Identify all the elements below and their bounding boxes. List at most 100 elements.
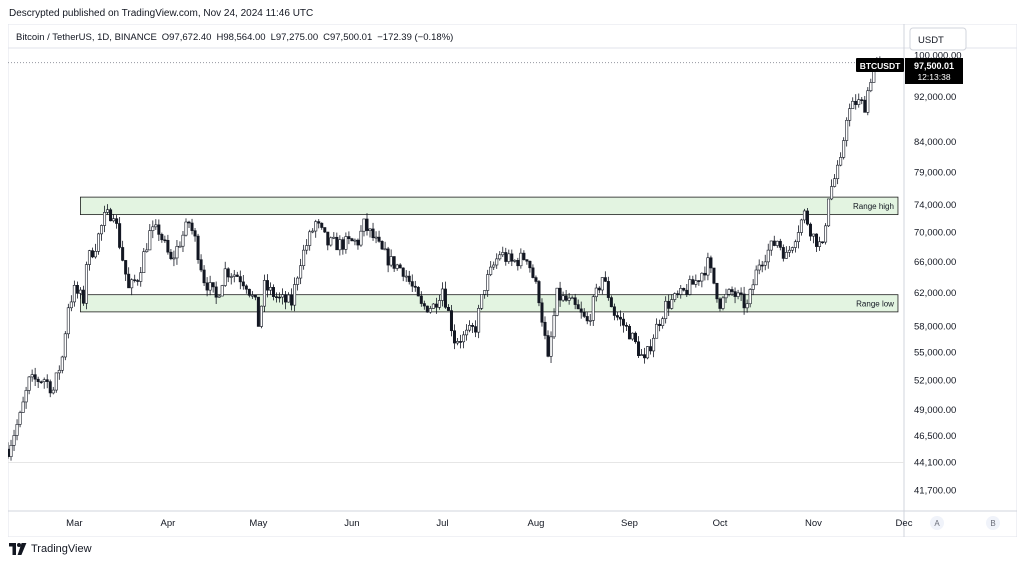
price-axis[interactable]: 100,000.00 92,000.00 84,000.00 79,000.00 74,… — [914, 50, 962, 496]
candle-body — [724, 294, 728, 299]
candle-body — [223, 268, 227, 286]
candle-body — [78, 289, 82, 294]
candle-body — [857, 99, 861, 105]
candle-body — [667, 300, 671, 309]
candle-body — [489, 266, 493, 275]
month-tick-label: Nov — [805, 518, 822, 529]
candle-body — [142, 251, 146, 273]
price-tick-label: 52,000.00 — [914, 376, 956, 387]
candle-body — [751, 284, 755, 290]
published-banner: Descrypted published on TradingView.com,… — [9, 8, 314, 19]
price-tick-label: 55,000.00 — [914, 348, 956, 359]
candle-body — [468, 325, 472, 331]
candle-body — [501, 252, 505, 256]
candle-body — [603, 277, 607, 282]
candle-body — [290, 294, 294, 306]
candle-body — [827, 198, 831, 227]
symbol-name: Bitcoin / TetherUS, 1D, BINANCE — [16, 32, 157, 43]
candle-body — [772, 240, 776, 246]
candle-body — [624, 324, 628, 327]
candlestick-series — [6, 56, 885, 461]
candle-body — [552, 315, 556, 338]
candle-body — [45, 379, 49, 382]
candle-body — [54, 372, 58, 391]
axis-button-b[interactable] — [986, 516, 1000, 530]
month-tick-label: Apr — [160, 518, 175, 529]
candle-body — [815, 233, 819, 247]
candle-body — [97, 233, 101, 252]
candle-body — [691, 279, 695, 285]
candle-body — [446, 306, 450, 311]
candle-body — [736, 292, 740, 297]
candle-body — [796, 232, 800, 243]
currency-button[interactable]: USDT — [909, 27, 967, 51]
candle-body — [118, 223, 122, 248]
candle-body — [410, 281, 414, 287]
candle-body — [567, 297, 571, 301]
candle-body — [534, 277, 538, 282]
candle-body — [244, 285, 248, 290]
candle-body — [12, 435, 16, 446]
candle-body — [802, 210, 806, 221]
candle-body — [510, 253, 514, 262]
candle-body — [718, 298, 722, 309]
candle-body — [109, 209, 113, 222]
candle-body — [341, 239, 345, 250]
candle-body — [256, 296, 260, 327]
candle-body — [284, 294, 288, 303]
candle-body — [525, 259, 529, 262]
candle-body — [670, 299, 674, 309]
candle-body — [688, 279, 692, 295]
currency-button-label: USDT — [918, 35, 944, 46]
candle-body — [365, 218, 369, 231]
candle-body — [597, 287, 601, 291]
candle-body — [66, 307, 70, 335]
month-tick-label: Aug — [527, 518, 544, 529]
candle-body — [311, 230, 315, 233]
candle-body — [262, 280, 266, 307]
candle-body — [555, 287, 559, 316]
candle-body — [700, 272, 704, 282]
candle-body — [404, 275, 408, 278]
tradingview-logo-icon — [9, 543, 27, 555]
candle-body — [15, 424, 19, 436]
candle-body — [434, 303, 438, 308]
chart-frame[interactable]: Range high Range low 100,000.00 92,000.00 8… — [6, 23, 1018, 538]
candle-body — [250, 294, 254, 297]
candle-body — [178, 245, 182, 248]
candle-body — [465, 329, 469, 336]
axis-button-a[interactable] — [930, 516, 944, 530]
candle-body — [643, 354, 647, 359]
candle-body — [293, 284, 297, 306]
candle-body — [600, 277, 604, 291]
price-tick-label: 62,000.00 — [914, 288, 956, 299]
candle-body — [305, 245, 309, 251]
axis-button-label: A — [934, 519, 940, 528]
candle-body — [103, 212, 107, 226]
candle-body — [579, 308, 583, 313]
candle-body — [573, 297, 577, 305]
candle-body — [787, 249, 791, 253]
candle-body — [790, 247, 794, 251]
candle-body — [739, 292, 743, 295]
candle-body — [205, 282, 209, 291]
candle-body — [347, 236, 351, 239]
footer-logo[interactable]: TradingView — [9, 541, 92, 557]
price-chart[interactable]: Range high Range low 100,000.00 92,000.00 8… — [6, 23, 1018, 538]
candle-body — [199, 259, 203, 271]
candle-body — [238, 276, 242, 283]
candle-body — [338, 239, 342, 251]
candle-body — [588, 320, 592, 322]
candle-body — [428, 308, 432, 313]
candle-body — [769, 240, 773, 251]
candle-body — [437, 300, 441, 308]
zone-label-range-low: Range low — [856, 299, 894, 308]
candle-body — [851, 100, 855, 109]
candle-body — [398, 264, 402, 269]
candle-body — [392, 256, 396, 269]
time-axis[interactable]: Mar Apr May Jun Jul Aug Sep Oct Nov Dec — [66, 518, 913, 529]
candle-body — [39, 381, 43, 383]
candle-body — [42, 379, 46, 383]
candle-body — [793, 241, 797, 248]
